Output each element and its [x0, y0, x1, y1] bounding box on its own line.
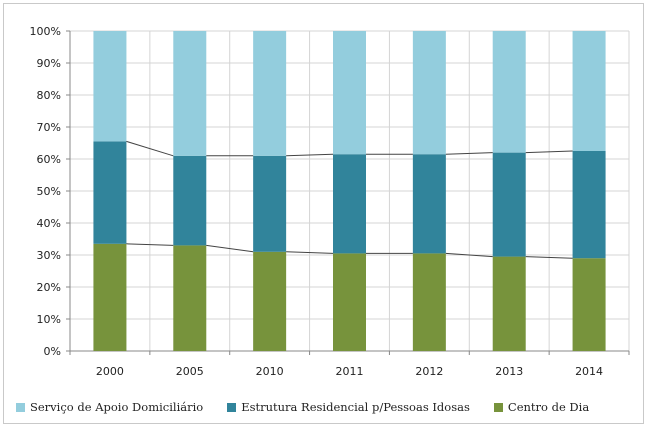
bar-segment — [412, 154, 446, 254]
y-tick-label: 60% — [37, 153, 61, 166]
bar-segment — [492, 31, 526, 153]
bar-segment — [572, 31, 606, 151]
bar-segment — [333, 154, 366, 254]
bar-segment — [93, 243, 127, 351]
x-tick-label: 2000 — [96, 365, 124, 378]
legend: Serviço de Apoio Domiciliário Estrutura … — [16, 400, 589, 414]
y-tick-label: 0% — [44, 345, 61, 358]
y-tick-label: 80% — [37, 89, 61, 102]
y-tick-label: 30% — [37, 249, 61, 262]
legend-label-centro-de-dia: Centro de Dia — [507, 400, 590, 414]
legend-swatch-apoio-domiciliario — [16, 402, 25, 412]
x-tick-label: 2013 — [495, 365, 523, 378]
y-tick-label: 40% — [37, 217, 61, 230]
y-tick-label: 10% — [37, 313, 61, 326]
x-tick-label: 2010 — [256, 365, 284, 378]
legend-item-estrutura-residencial: Estrutura Residencial p/Pessoas Idosas — [227, 400, 470, 414]
y-tick-label: 100% — [30, 25, 61, 38]
legend-item-centro-de-dia: Centro de Dia — [493, 400, 590, 414]
legend-item-apoio-domiciliario: Serviço de Apoio Domiciliário — [16, 400, 203, 414]
bar-segment — [253, 155, 287, 252]
x-tick-label: 2011 — [336, 365, 364, 378]
x-tick-label: 2012 — [415, 365, 443, 378]
bar-segment — [412, 31, 446, 155]
legend-label-estrutura-residencial: Estrutura Residencial p/Pessoas Idosas — [241, 400, 470, 414]
bar-segment — [253, 31, 287, 156]
bar-segment — [333, 31, 366, 155]
y-tick-label: 50% — [37, 185, 61, 198]
bar-segment — [173, 31, 207, 156]
legend-swatch-estrutura-residencial — [227, 402, 237, 412]
legend-swatch-centro-de-dia — [493, 402, 503, 412]
bar-segment — [93, 31, 127, 142]
bar-segment — [173, 245, 207, 351]
x-tick-label: 2014 — [575, 365, 603, 378]
bar-segment — [333, 253, 366, 351]
bar-segment — [253, 251, 287, 351]
bar-segment — [173, 155, 207, 246]
bar-segment — [572, 258, 606, 351]
chart-frame: 0% 10% 20% 30% 40% 50% 60% 70% 80% 90% 100% 2000 200… — [3, 3, 644, 424]
y-tick-label: 90% — [37, 57, 61, 70]
stacked-bar-chart: 0% 10% 20% 30% 40% 50% 60% 70% 80% 90% 100% 2000 200… — [30, 25, 630, 378]
x-tick-label: 2005 — [176, 365, 204, 378]
bar-segment — [412, 253, 446, 351]
bar-segment — [572, 151, 606, 259]
y-tick-label: 70% — [37, 121, 61, 134]
bar-segment — [93, 141, 127, 244]
bar-segment — [492, 256, 526, 351]
bar-segment — [492, 152, 526, 257]
y-tick-label: 20% — [37, 281, 61, 294]
legend-label-apoio-domiciliario: Serviço de Apoio Domiciliário — [30, 400, 204, 414]
